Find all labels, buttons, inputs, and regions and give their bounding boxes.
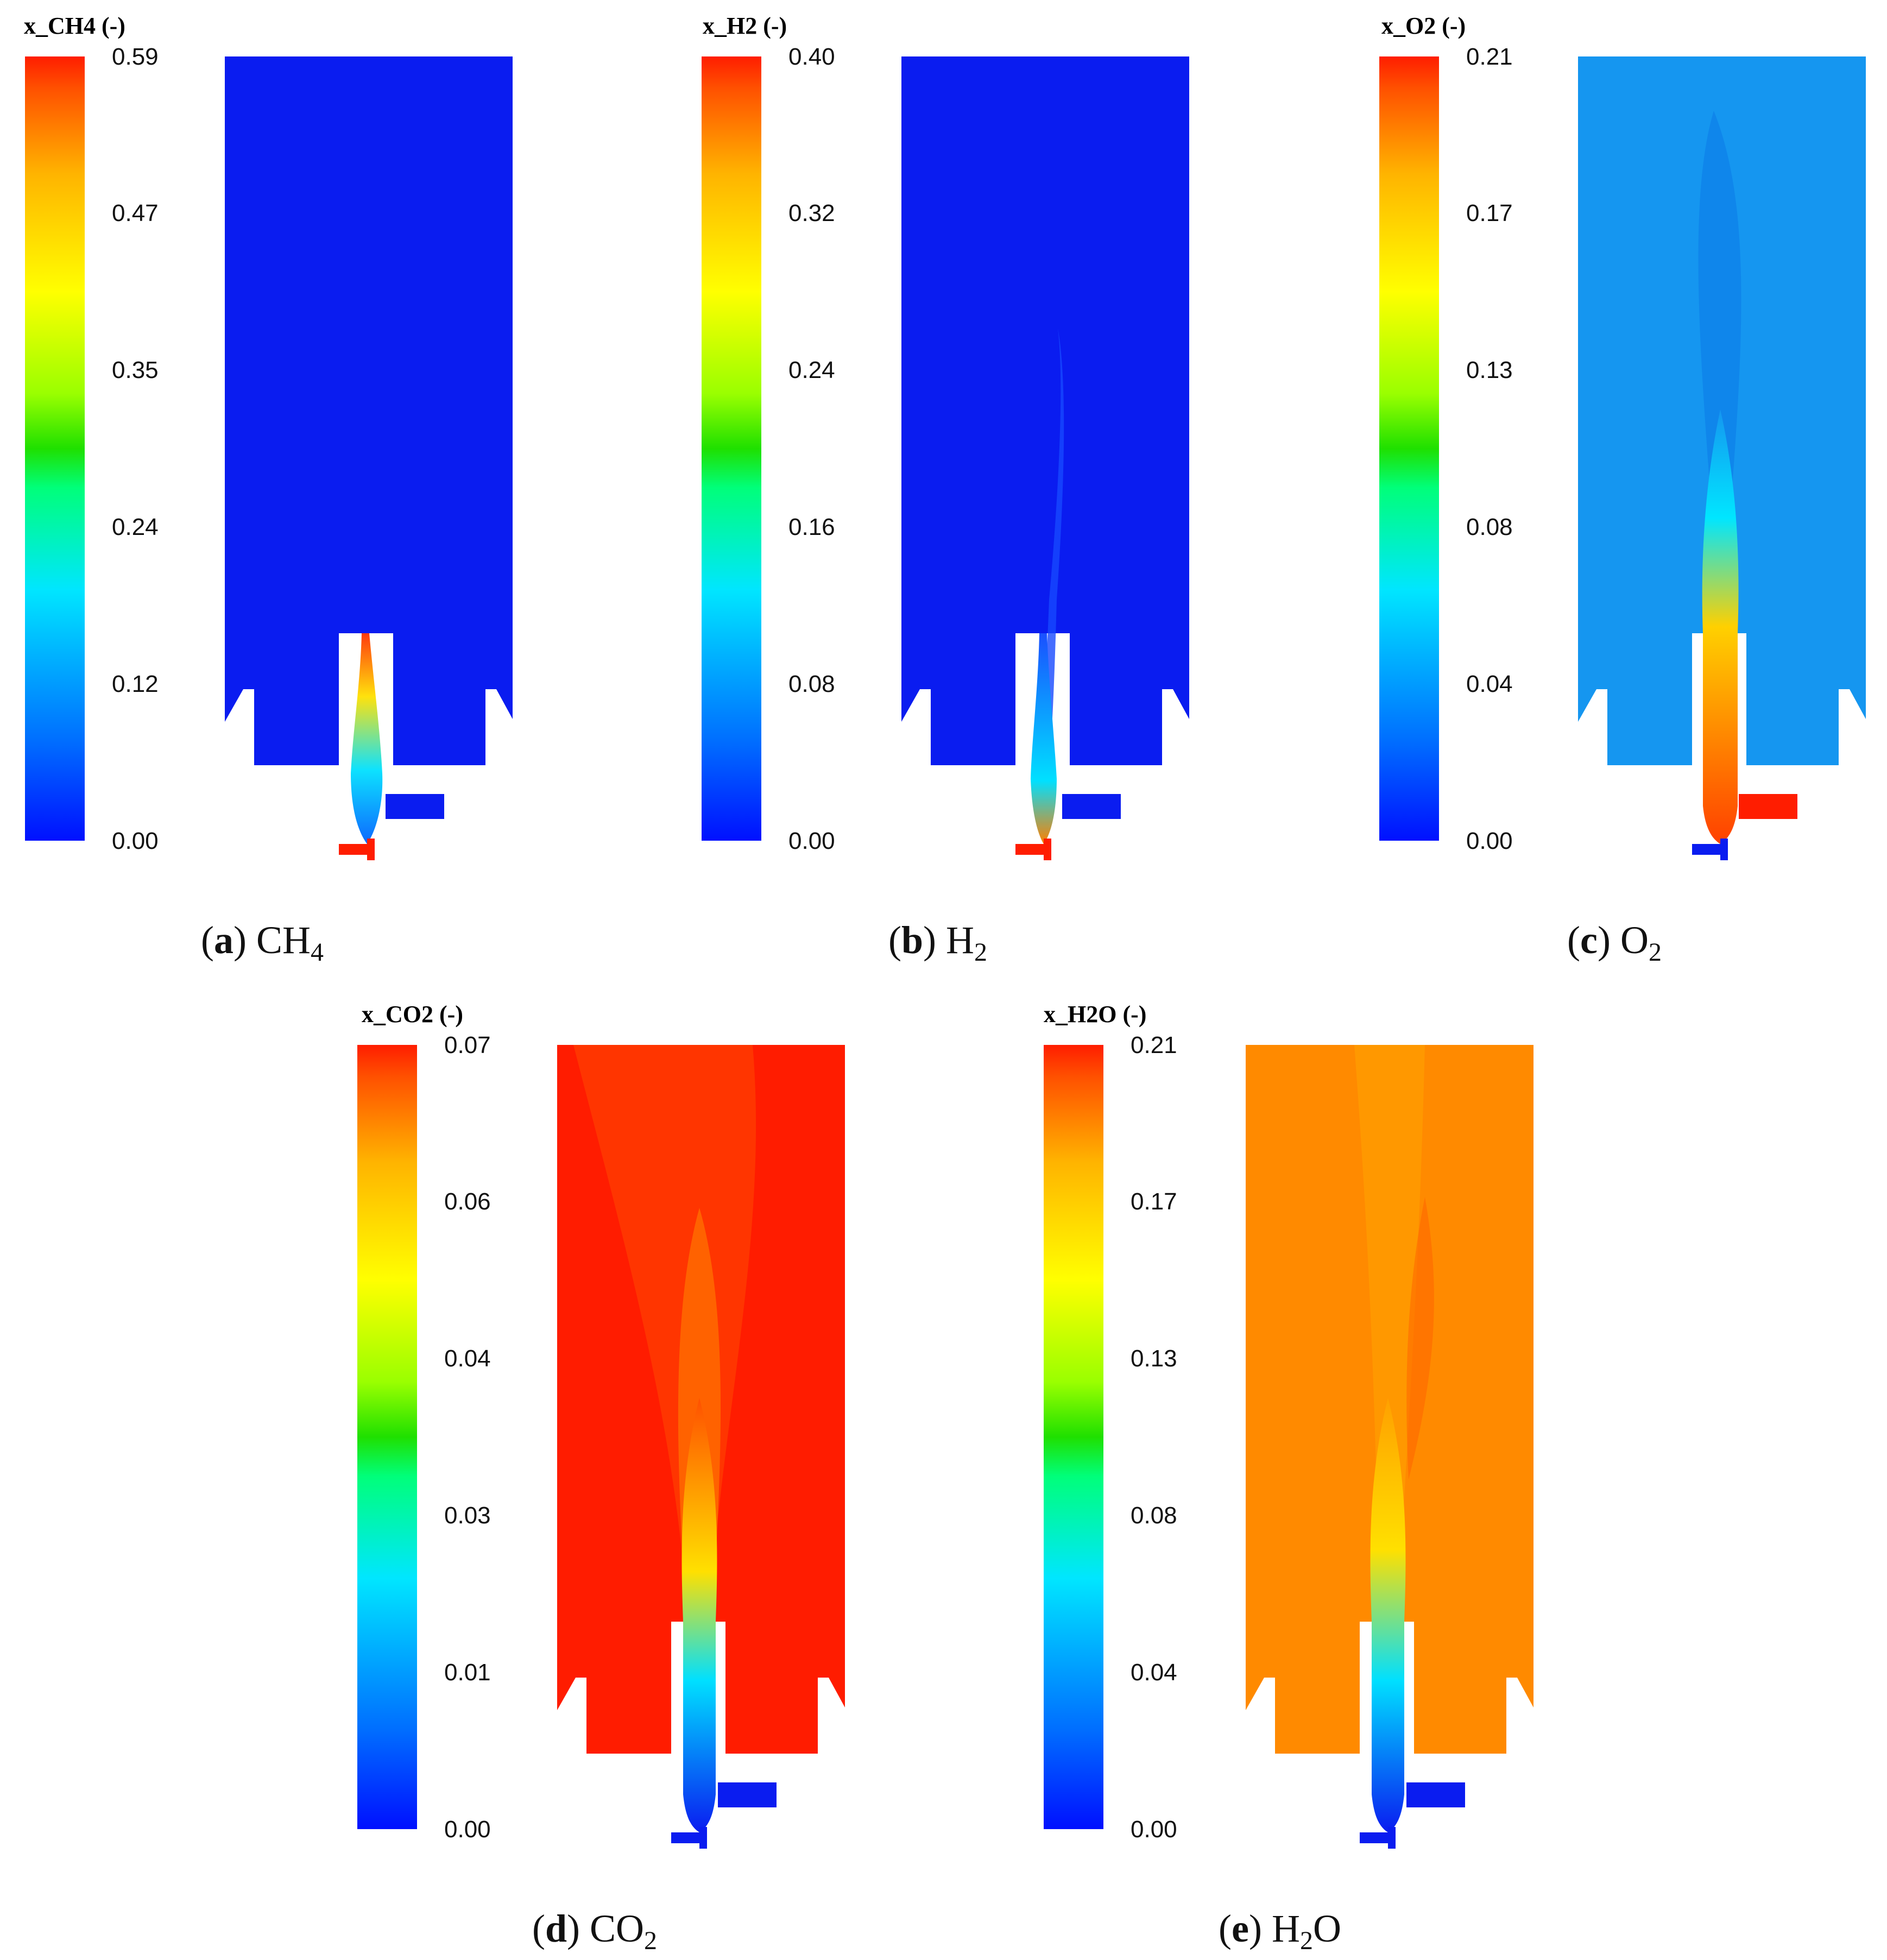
fuel-inlet-stem: [367, 839, 375, 860]
colorbar-tick: 0.06: [444, 1188, 491, 1215]
colorbar-tick: 0.00: [788, 828, 835, 854]
fuel-inlet-pipe: [1360, 1832, 1390, 1843]
combustor-domain: [901, 56, 1189, 765]
colorbar-tick: 0.00: [1131, 1816, 1177, 1843]
colorbar-tick: 0.07: [444, 1032, 491, 1058]
contour-field: [1578, 56, 1866, 860]
colorbar-tick: 0.12: [112, 671, 159, 697]
colorbar-tick: 0.01: [444, 1659, 491, 1686]
flame-jet: [1031, 633, 1057, 844]
colorbar-tick: 0.08: [1466, 514, 1513, 540]
fuel-inlet-pipe: [1015, 844, 1046, 855]
fuel-inlet-stem: [1044, 839, 1051, 860]
colorbar-tick: 0.13: [1131, 1345, 1177, 1372]
colorbar-tick: 0.04: [444, 1345, 491, 1372]
air-inlet-duct: [386, 794, 444, 819]
flame-jet: [351, 633, 383, 844]
air-inlet-duct: [1406, 1782, 1465, 1807]
colorbar-tick: 0.04: [1466, 671, 1513, 697]
colorbar-tick: 0.00: [112, 828, 159, 854]
colorbar-title: x_H2O (-): [1044, 1001, 1147, 1028]
colorbar-title: x_H2 (-): [703, 12, 787, 39]
panel-caption: (e) H2O: [1219, 1907, 1341, 1955]
colorbar-tick: 0.40: [788, 43, 835, 70]
air-inlet-duct: [718, 1782, 777, 1807]
colorbar-tick: 0.59: [112, 43, 159, 70]
colorbar-tick: 0.24: [112, 514, 159, 540]
colorbar-title: x_CH4 (-): [24, 12, 125, 39]
panel-caption: (b) H2: [888, 918, 988, 967]
colorbar-tick: 0.21: [1131, 1032, 1177, 1058]
fuel-inlet-stem: [1388, 1827, 1396, 1849]
reaction-jet: [1370, 1398, 1406, 1832]
colorbar-tick: 0.04: [1131, 1659, 1177, 1686]
fuel-inlet-pipe: [1692, 844, 1722, 855]
panel-caption: (c) O2: [1567, 918, 1662, 967]
air-inlet-duct: [1062, 794, 1121, 819]
colorbar-tick: 0.35: [112, 357, 159, 383]
colorbar-tick: 0.47: [112, 200, 159, 226]
colorbar-tick: 0.21: [1466, 43, 1513, 70]
colorbar-tick: 0.08: [1131, 1502, 1177, 1529]
colorbar-tick: 0.24: [788, 357, 835, 383]
fuel-inlet-pipe: [671, 1832, 702, 1843]
colorbar-tick: 0.17: [1131, 1188, 1177, 1215]
colorbar-tick: 0.00: [1466, 828, 1513, 854]
panel-caption: (a) CH4: [201, 918, 324, 967]
hot-zone: [1406, 1197, 1434, 1479]
colorbar-tick: 0.03: [444, 1502, 491, 1529]
colorbar-title: x_CO2 (-): [362, 1001, 463, 1028]
fuel-inlet-stem: [699, 1827, 707, 1849]
colorbar: [357, 1045, 417, 1829]
air-inlet-duct: [1739, 794, 1797, 819]
contour-field: [225, 56, 513, 860]
colorbar: [25, 56, 85, 841]
contour-field: [557, 1045, 845, 1849]
contour-field: [901, 56, 1189, 860]
colorbar-title: x_O2 (-): [1381, 12, 1466, 39]
oxygen-jet: [1702, 409, 1739, 844]
plume-region: [1354, 1045, 1425, 1622]
colorbar: [1379, 56, 1439, 841]
fuel-inlet-stem: [1720, 839, 1728, 860]
fuel-inlet-pipe: [339, 844, 369, 855]
contour-field: [1246, 1045, 1533, 1849]
colorbar: [1044, 1045, 1103, 1829]
colorbar-tick: 0.32: [788, 200, 835, 226]
reaction-jet: [681, 1398, 717, 1832]
panel-caption: (d) CO2: [532, 1907, 658, 1955]
colorbar: [702, 56, 761, 841]
combustor-domain: [225, 56, 513, 765]
colorbar-tick: 0.00: [444, 1816, 491, 1843]
colorbar-tick: 0.13: [1466, 357, 1513, 383]
colorbar-tick: 0.16: [788, 514, 835, 540]
colorbar-tick: 0.08: [788, 671, 835, 697]
colorbar-tick: 0.17: [1466, 200, 1513, 226]
